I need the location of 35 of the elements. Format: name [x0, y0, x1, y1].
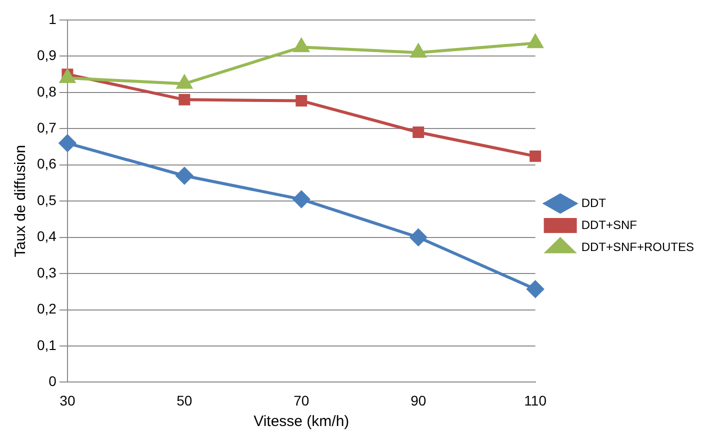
- point: [412, 126, 424, 138]
- x-tick-label: 70: [294, 392, 310, 408]
- point: [178, 94, 190, 106]
- point: [410, 44, 426, 58]
- x-tick-label: 90: [410, 392, 426, 408]
- point: [294, 38, 309, 52]
- x-axis-title: Vitesse (km/h): [254, 413, 350, 430]
- y-tick-label: 0,8: [36, 83, 57, 100]
- y-tick-label: 0,3: [36, 264, 57, 280]
- y-tick-label: 0,4: [36, 228, 57, 244]
- y-tick-label: 0,5: [36, 192, 57, 208]
- x-tick-label: 50: [176, 392, 192, 408]
- point: [292, 190, 310, 208]
- y-axis-title: Taux de diffusion: [12, 144, 30, 258]
- point: [60, 69, 76, 83]
- y-tick-label: 0,2: [36, 300, 57, 317]
- y-tick-label: 0,6: [36, 156, 57, 172]
- x-tick-label: 30: [60, 392, 76, 408]
- point: [528, 34, 543, 48]
- point: [176, 167, 193, 184]
- point: [176, 75, 192, 89]
- point: [296, 95, 308, 107]
- point: [526, 280, 544, 298]
- y-tick-label: 0,1: [36, 336, 57, 353]
- legend-label: DDT: [581, 196, 607, 210]
- x-tick-label: 110: [524, 392, 547, 408]
- y-tick-label: 1: [48, 10, 57, 27]
- legend-label: DDT+SNF+ROUTES: [581, 240, 694, 254]
- y-tick-label: 0,9: [36, 47, 57, 64]
- y-tick-label: 0,7: [36, 120, 57, 136]
- point: [530, 150, 542, 162]
- point: [58, 134, 76, 152]
- point: [410, 228, 427, 246]
- y-tick-label: 0: [48, 373, 57, 390]
- legend-label: DDT+SNF: [581, 218, 637, 232]
